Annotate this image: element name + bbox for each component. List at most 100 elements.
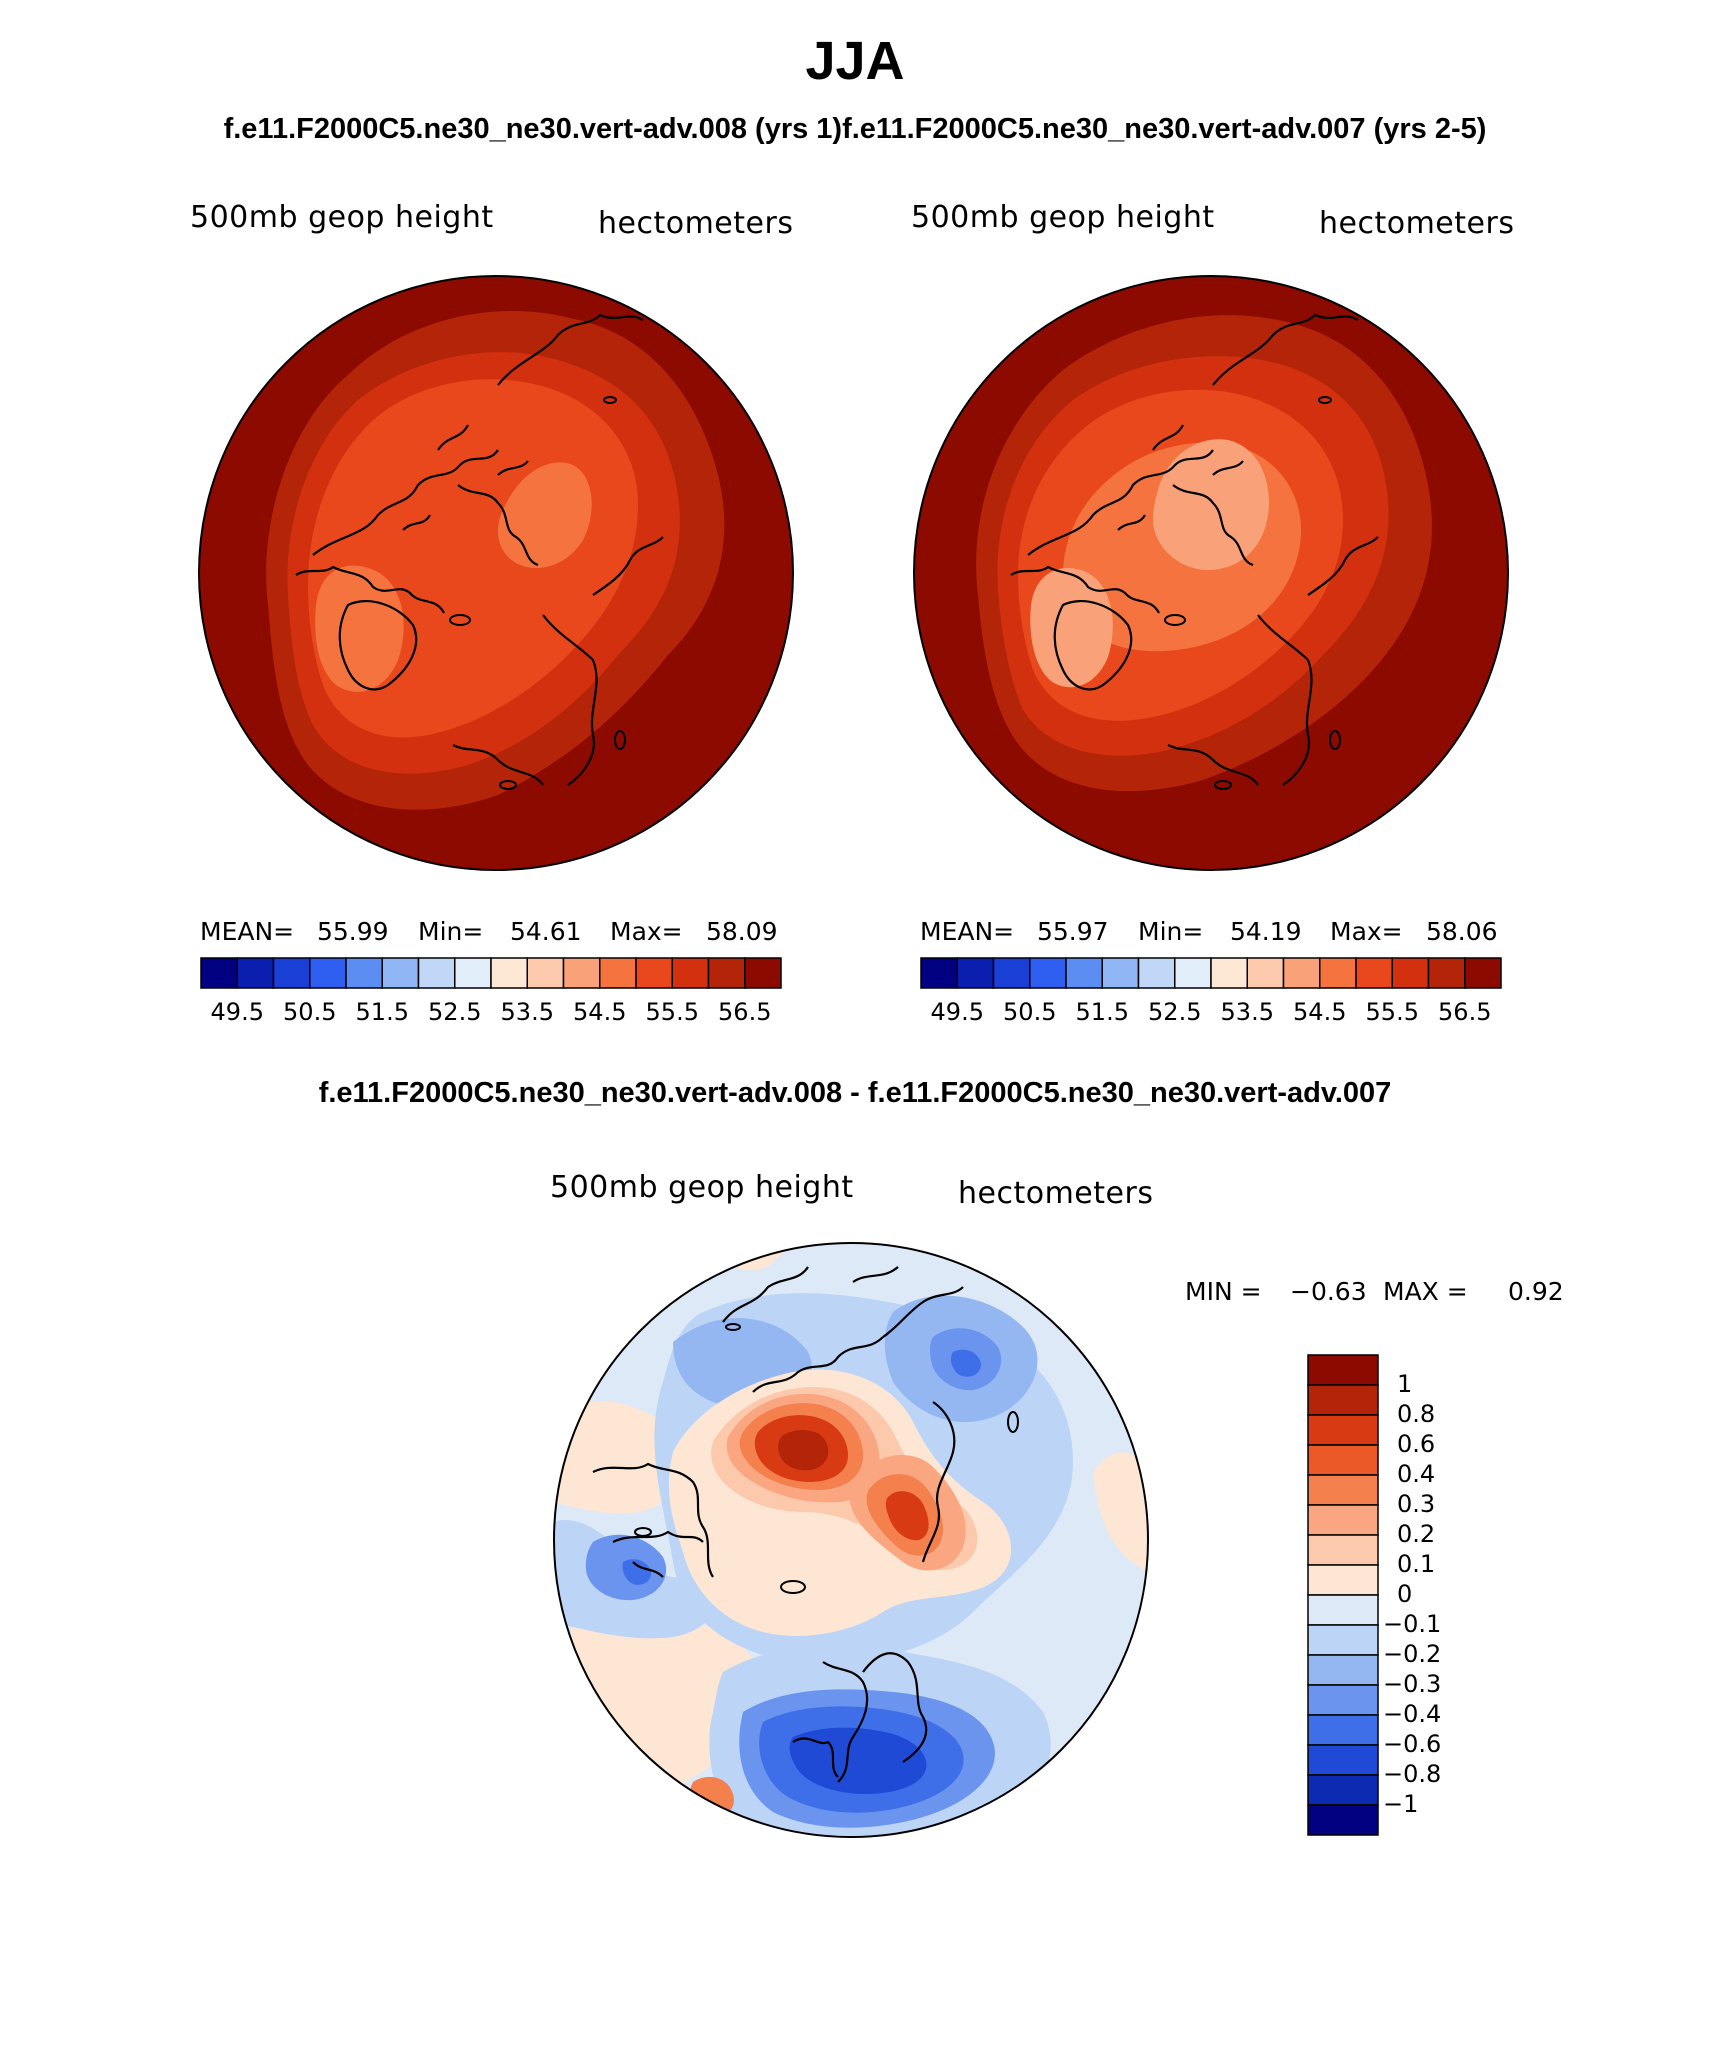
colorbar-tick-label: −0.1 — [1383, 1610, 1442, 1638]
coastlines — [1010, 313, 1379, 786]
colorbar-swatch — [345, 957, 383, 989]
colorbar-swatch — [1210, 957, 1248, 989]
panel2-map — [913, 275, 1509, 871]
diff-colorbar — [1307, 1354, 1379, 1836]
colorbar-tick-label: 54.5 — [1293, 998, 1347, 1026]
colorbar-swatch — [1307, 1444, 1379, 1476]
colorbar-swatch — [1307, 1594, 1379, 1626]
panel2-max-value: 58.06 — [1426, 917, 1498, 946]
diff-variable-label: 500mb geop height — [550, 1170, 854, 1205]
colorbar-swatch — [1307, 1474, 1379, 1506]
colorbar-swatch — [992, 957, 1031, 989]
panel2-colorbar — [920, 957, 1502, 989]
colorbar-swatch — [454, 957, 492, 989]
panel2-max-label: Max= — [1330, 917, 1403, 946]
colorbar-swatch — [1307, 1384, 1379, 1416]
diff-fill-pos-0.8 — [778, 1430, 829, 1471]
diff-fill-pos-0.1-east — [1093, 1452, 1148, 1572]
panel1-max-label: Max= — [610, 917, 683, 946]
panel2-mean-value: 55.97 — [1037, 917, 1109, 946]
colorbar-swatch — [526, 957, 565, 989]
colorbar-swatch — [1307, 1774, 1379, 1806]
coastlines — [592, 1266, 964, 1783]
colorbar-swatch — [1101, 957, 1140, 989]
colorbar-tick-label: 0.3 — [1397, 1490, 1436, 1518]
colorbar-tick-label: 1 — [1397, 1370, 1413, 1398]
panel2-variable-label: 500mb geop height — [911, 200, 1215, 235]
colorbar-swatch — [1464, 957, 1502, 989]
figure-title: JJA — [805, 31, 905, 91]
colorbar-tick-label: 55.5 — [645, 998, 699, 1026]
colorbar-tick-label: 0.4 — [1397, 1460, 1436, 1488]
panel2-min-value: 54.19 — [1230, 917, 1302, 946]
colorbar-swatch — [1307, 1804, 1379, 1836]
colorbar-tick-label: −0.3 — [1383, 1670, 1442, 1698]
map-boundary — [198, 275, 794, 871]
colorbar-tick-label: 51.5 — [355, 998, 409, 1026]
colorbar-swatch — [956, 957, 995, 989]
colorbar-swatch — [1307, 1684, 1379, 1716]
islands — [449, 396, 626, 790]
colorbar-tick-label: 52.5 — [428, 998, 482, 1026]
diff-map — [553, 1242, 1149, 1838]
islands — [634, 1323, 1019, 1594]
colorbar-tick-label: −0.2 — [1383, 1640, 1442, 1668]
colorbar-tick-label: −0.8 — [1383, 1760, 1442, 1788]
diff-fill-pos-0.1-west — [554, 1401, 682, 1514]
figure-subtitle: f.e11.F2000C5.ne30_ne30.vert-adv.008 (yr… — [223, 113, 1487, 145]
colorbar-swatch — [920, 957, 958, 989]
colorbar-tick-label: 55.5 — [1365, 998, 1419, 1026]
colorbar-swatch — [1307, 1564, 1379, 1596]
colorbar-swatch — [236, 957, 275, 989]
colorbar-tick-label: 0.1 — [1397, 1550, 1436, 1578]
colorbar-tick-label: −1 — [1383, 1790, 1419, 1818]
colorbar-swatch — [1307, 1354, 1379, 1386]
contour-fill-54-west — [1030, 568, 1113, 688]
colorbar-tick-label: 49.5 — [210, 998, 264, 1026]
diff-fill-neg-0.4-ne — [950, 1349, 981, 1377]
panel1-map — [198, 275, 794, 871]
colorbar-tick-label: 51.5 — [1075, 998, 1129, 1026]
diff-fill-pos-0.6-east — [885, 1491, 929, 1541]
colorbar-swatch — [417, 957, 456, 989]
colorbar-swatch — [1307, 1534, 1379, 1566]
colorbar-tick-label: 53.5 — [500, 998, 554, 1026]
colorbar-swatch — [309, 957, 347, 989]
colorbar-tick-label: 52.5 — [1148, 998, 1202, 1026]
contour-fill-54.5-west — [315, 565, 404, 692]
panel1-min-value: 54.61 — [510, 917, 582, 946]
colorbar-swatch — [1427, 957, 1466, 989]
colorbar-swatch — [490, 957, 528, 989]
coastlines — [295, 313, 664, 786]
colorbar-tick-label: −0.4 — [1383, 1700, 1442, 1728]
map-boundary — [553, 1242, 1149, 1838]
panel2-mean-label: MEAN= — [920, 917, 1015, 946]
colorbar-swatch — [1307, 1624, 1379, 1656]
colorbar-swatch — [635, 957, 673, 989]
colorbar-swatch — [1307, 1414, 1379, 1446]
colorbar-swatch — [272, 957, 311, 989]
diff-title: f.e11.F2000C5.ne30_ne30.vert-adv.008 - f… — [318, 1077, 1392, 1109]
panel1-max-value: 58.09 — [706, 917, 778, 946]
diff-min-label: MIN = — [1185, 1277, 1262, 1306]
colorbar-swatch — [671, 957, 710, 989]
islands — [1164, 396, 1341, 790]
panel2-units-label: hectometers — [1319, 206, 1515, 241]
colorbar-swatch — [1307, 1504, 1379, 1536]
colorbar-swatch — [1307, 1744, 1379, 1776]
panel1-min-label: Min= — [418, 917, 484, 946]
diff-fill-neg-0.6-south — [789, 1727, 927, 1794]
diff-max-label: MAX = — [1383, 1277, 1468, 1306]
colorbar-tick-label: 0 — [1397, 1580, 1413, 1608]
colorbar-tick-label: 50.5 — [1003, 998, 1057, 1026]
colorbar-tick-label: 56.5 — [1438, 998, 1492, 1026]
colorbar-tick-label: −0.6 — [1383, 1730, 1442, 1758]
colorbar-swatch — [1355, 957, 1393, 989]
panel2-min-label: Min= — [1138, 917, 1204, 946]
colorbar-tick-label: 0.2 — [1397, 1520, 1436, 1548]
colorbar-tick-label: 53.5 — [1220, 998, 1274, 1026]
contour-fill-54 — [1153, 439, 1269, 570]
colorbar-tick-label: 0.8 — [1397, 1400, 1436, 1428]
colorbar-swatch — [562, 957, 601, 989]
colorbar-tick-label: 49.5 — [930, 998, 984, 1026]
